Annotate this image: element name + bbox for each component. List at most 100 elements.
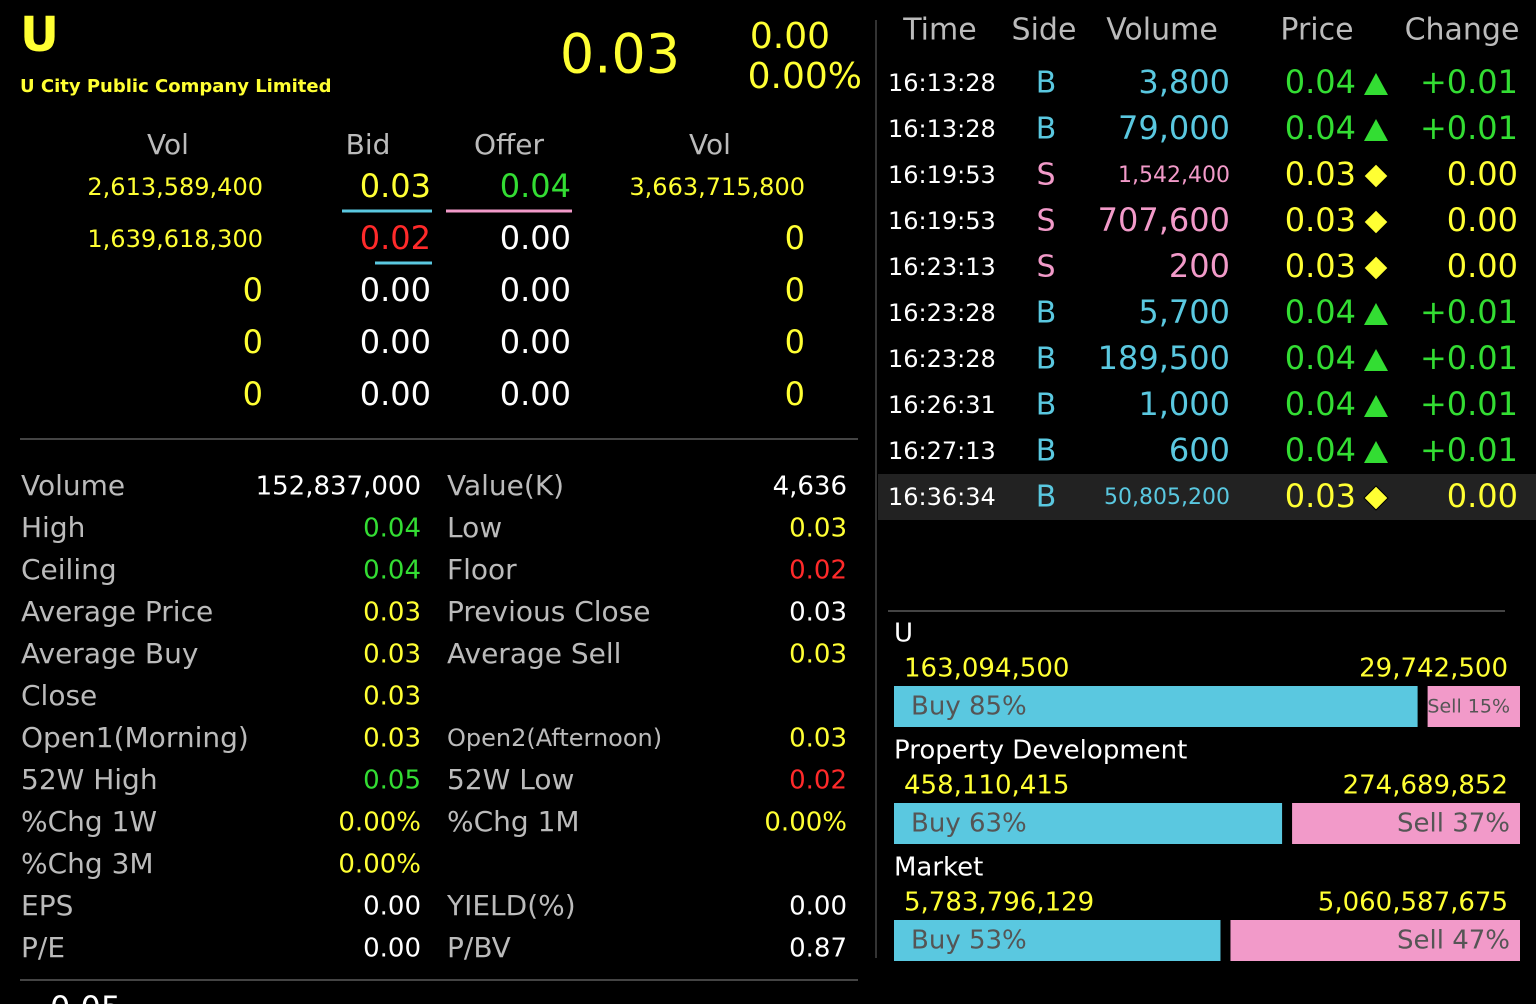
- trade-time: 16:19:53: [888, 161, 996, 189]
- stat-value: 0.00%: [338, 808, 421, 838]
- trade-side: S: [1036, 250, 1055, 285]
- stat-label: Previous Close: [447, 595, 651, 628]
- stat-label: Low: [447, 511, 502, 544]
- trade-change: 0.00: [1447, 247, 1518, 285]
- stat-label: 52W High: [21, 763, 158, 796]
- trade-change: +0.01: [1420, 293, 1518, 331]
- buy-volume: 458,110,415: [904, 771, 1069, 801]
- trade-side: B: [1036, 388, 1057, 423]
- bid-offer-header: Vol: [689, 128, 731, 161]
- change: 0.00: [750, 16, 830, 57]
- trade-side: S: [1036, 204, 1055, 239]
- bid-price: 0.02: [360, 219, 431, 257]
- sell-bar: [1427, 686, 1520, 727]
- buy-volume: 5,783,796,129: [904, 888, 1094, 918]
- stat-label: Close: [21, 679, 97, 712]
- stat-value: 0.00: [363, 934, 421, 964]
- symbol: U: [20, 7, 59, 63]
- stat-label: %Chg 1M: [447, 805, 580, 838]
- trade-time: 16:19:53: [888, 207, 996, 235]
- bid-price: 0.00: [360, 323, 431, 361]
- trade-volume: 707,600: [1098, 201, 1230, 239]
- trade-header: Volume: [1106, 13, 1218, 48]
- offer-price: 0.04: [500, 167, 571, 205]
- stat-label: Ceiling: [21, 553, 117, 586]
- trade-side: S: [1036, 158, 1055, 193]
- trade-change: +0.01: [1420, 109, 1518, 147]
- trade-time: 16:36:34: [888, 483, 996, 511]
- bid-offer-header: Bid: [346, 128, 391, 161]
- trade-volume: 600: [1169, 431, 1230, 469]
- trade-volume: 3,800: [1138, 63, 1230, 101]
- trade-change: +0.01: [1420, 431, 1518, 469]
- trade-time: 16:13:28: [888, 115, 996, 143]
- trade-price: 0.03: [1285, 247, 1356, 285]
- up-arrow: [1364, 303, 1388, 325]
- bid-offer-header: Offer: [474, 128, 545, 161]
- buy-volume: 163,094,500: [904, 654, 1069, 684]
- trade-price: 0.03: [1285, 201, 1356, 239]
- stat-label: EPS: [21, 889, 73, 922]
- trade-volume: 1,000: [1138, 385, 1230, 423]
- pressure-title: Market: [894, 853, 983, 883]
- trade-change: 0.00: [1447, 201, 1518, 239]
- trade-volume: 200: [1169, 247, 1230, 285]
- stat-label: %Chg 3M: [21, 847, 154, 880]
- buy-bar: [894, 803, 1283, 844]
- stat-value: 0.03: [363, 682, 421, 712]
- company-name: U City Public Company Limited: [20, 76, 331, 97]
- percent-change: 0.00%: [748, 56, 862, 97]
- stat-value: 0.87: [789, 934, 847, 964]
- trade-time: 16:13:28: [888, 69, 996, 97]
- offer-price: 0.00: [500, 375, 571, 413]
- trade-header: Time: [902, 13, 976, 48]
- stat-value: 0.03: [789, 724, 847, 754]
- sell-label: Sell 37%: [1397, 809, 1510, 839]
- sell-volume: 29,742,500: [1359, 654, 1508, 684]
- trade-time: 16:23:28: [888, 299, 996, 327]
- stat-label: Open1(Morning): [21, 721, 249, 754]
- unchanged-icon: [1363, 485, 1389, 511]
- trade-price: 0.04: [1285, 339, 1356, 377]
- unchanged-icon: [1363, 163, 1389, 189]
- offer-volume: 0: [785, 219, 805, 257]
- trade-volume: 189,500: [1098, 339, 1230, 377]
- trade-price: 0.04: [1285, 293, 1356, 331]
- trade-time: 16:23:13: [888, 253, 996, 281]
- trade-side: B: [1036, 480, 1057, 515]
- stat-label: Value(K): [447, 469, 564, 502]
- bid-volume: 2,613,589,400: [87, 173, 263, 201]
- bid-volume: 0: [243, 271, 263, 309]
- trade-side: B: [1036, 342, 1057, 377]
- stat-label: P/E: [21, 931, 65, 964]
- stat-value: 0.00: [789, 892, 847, 922]
- trade-price: 0.04: [1285, 63, 1356, 101]
- sell-bar: [1292, 803, 1520, 844]
- pressure-title: Property Development: [894, 736, 1187, 766]
- trade-header: Change: [1405, 13, 1520, 48]
- stat-value: 0.00%: [338, 850, 421, 880]
- sell-bar: [1230, 920, 1520, 961]
- unchanged-icon: [1363, 209, 1389, 235]
- trade-price: 0.04: [1285, 385, 1356, 423]
- stat-label: High: [21, 511, 85, 544]
- bid-price: 0.00: [360, 375, 431, 413]
- stat-value: 0.00%: [764, 808, 847, 838]
- offer-price: 0.00: [500, 271, 571, 309]
- pressure-title: U: [894, 619, 913, 649]
- buy-label: Buy 85%: [911, 692, 1027, 722]
- stat-label: %Chg 1W: [21, 805, 157, 838]
- buy-bar: [894, 920, 1221, 961]
- stat-value: 4,636: [773, 472, 847, 502]
- stat-value: 0.03: [789, 640, 847, 670]
- bid-volume: 1,639,618,300: [87, 225, 263, 253]
- trade-price: 0.04: [1285, 431, 1356, 469]
- trade-change: 0.00: [1447, 155, 1518, 193]
- highlight-row: [878, 474, 1536, 520]
- buy-bar: [894, 686, 1418, 727]
- bid-price: 0.03: [360, 167, 431, 205]
- trade-price: 0.04: [1285, 109, 1356, 147]
- bid-volume: 0: [243, 375, 263, 413]
- unchanged-icon: [1363, 255, 1389, 281]
